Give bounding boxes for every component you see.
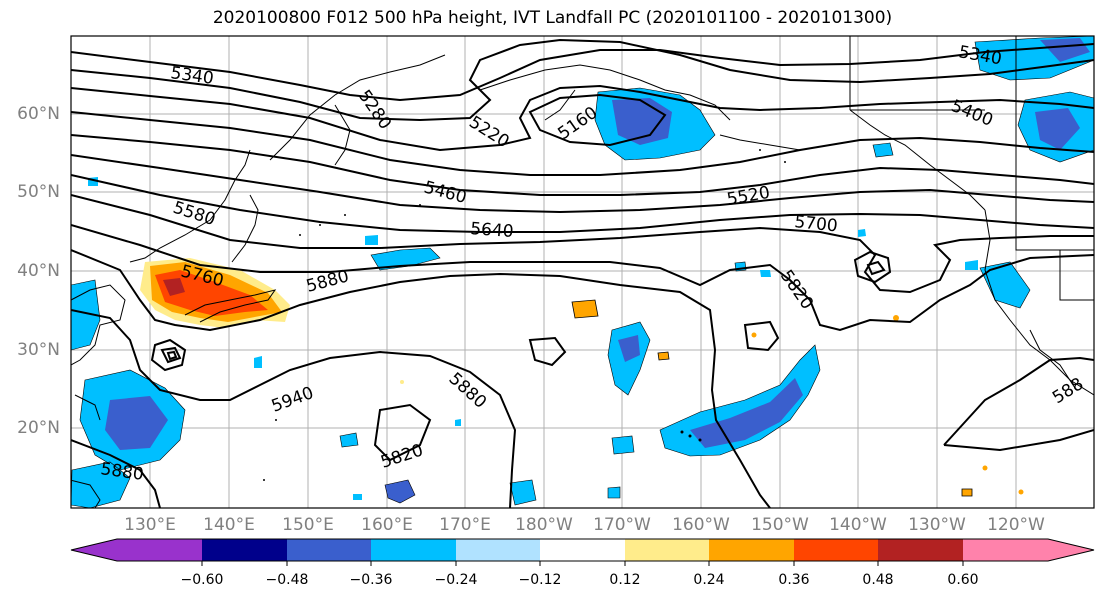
lat-label: 40°N	[17, 261, 60, 281]
lat-label: 50°N	[17, 182, 60, 202]
lon-label: 160°W	[672, 515, 730, 535]
colorbar	[70, 538, 1095, 566]
lon-label: 150°E	[282, 515, 334, 535]
colorbar-tick-label: −0.48	[265, 572, 309, 588]
lon-label: 180°W	[515, 515, 573, 535]
colorbar-tick-label: −0.36	[349, 572, 393, 588]
lon-label: 150°W	[751, 515, 809, 535]
colorbar-outline	[70, 538, 1095, 562]
contour-label: 5640	[470, 219, 515, 242]
colorbar-tick-label: −0.60	[180, 572, 224, 588]
lon-label: 160°E	[361, 515, 413, 535]
colorbar-tick-label: 0.36	[778, 572, 810, 588]
colorbar-bin	[202, 539, 287, 561]
colorbar-extend-low	[71, 539, 117, 561]
ivt-positive-shading	[140, 258, 1024, 497]
contour-label: 5700	[793, 212, 838, 236]
lat-label: 60°N	[17, 104, 60, 124]
colorbar-tick-label: 0.48	[862, 572, 894, 588]
colorbar-tick-label: 0.12	[609, 572, 641, 588]
colorbar-extend-high	[963, 539, 1094, 561]
lon-label: 170°E	[439, 515, 491, 535]
colorbar-tick-label: −0.24	[434, 572, 478, 588]
lat-label: 30°N	[17, 340, 60, 360]
lon-label: 130°E	[124, 515, 176, 535]
colorbar-bin	[878, 539, 963, 561]
colorbar-bin	[117, 539, 202, 561]
lat-label: 20°N	[17, 418, 60, 438]
coastlines	[71, 36, 1094, 508]
lon-label: 140°W	[829, 515, 887, 535]
colorbar-bin	[794, 539, 878, 561]
colorbar-tick-label: 0.24	[693, 572, 725, 588]
lon-label: 170°W	[593, 515, 651, 535]
lon-label: 120°W	[987, 515, 1045, 535]
lon-label: 140°E	[203, 515, 255, 535]
height-contours	[71, 38, 1094, 508]
colorbar-tick-label: 0.60	[947, 572, 979, 588]
map-title: 2020100800 F012 500 hPa height, IVT Land…	[212, 8, 893, 28]
lon-label: 130°W	[908, 515, 966, 535]
colorbar-bin	[625, 539, 709, 561]
colorbar-tick-label: −0.12	[518, 572, 562, 588]
colorbar-bin	[456, 539, 540, 561]
colorbar-bin	[540, 539, 625, 561]
colorbar-bin	[709, 539, 794, 561]
colorbar-bin	[371, 539, 456, 561]
map-frame	[70, 35, 1095, 509]
colorbar-bin	[287, 539, 371, 561]
